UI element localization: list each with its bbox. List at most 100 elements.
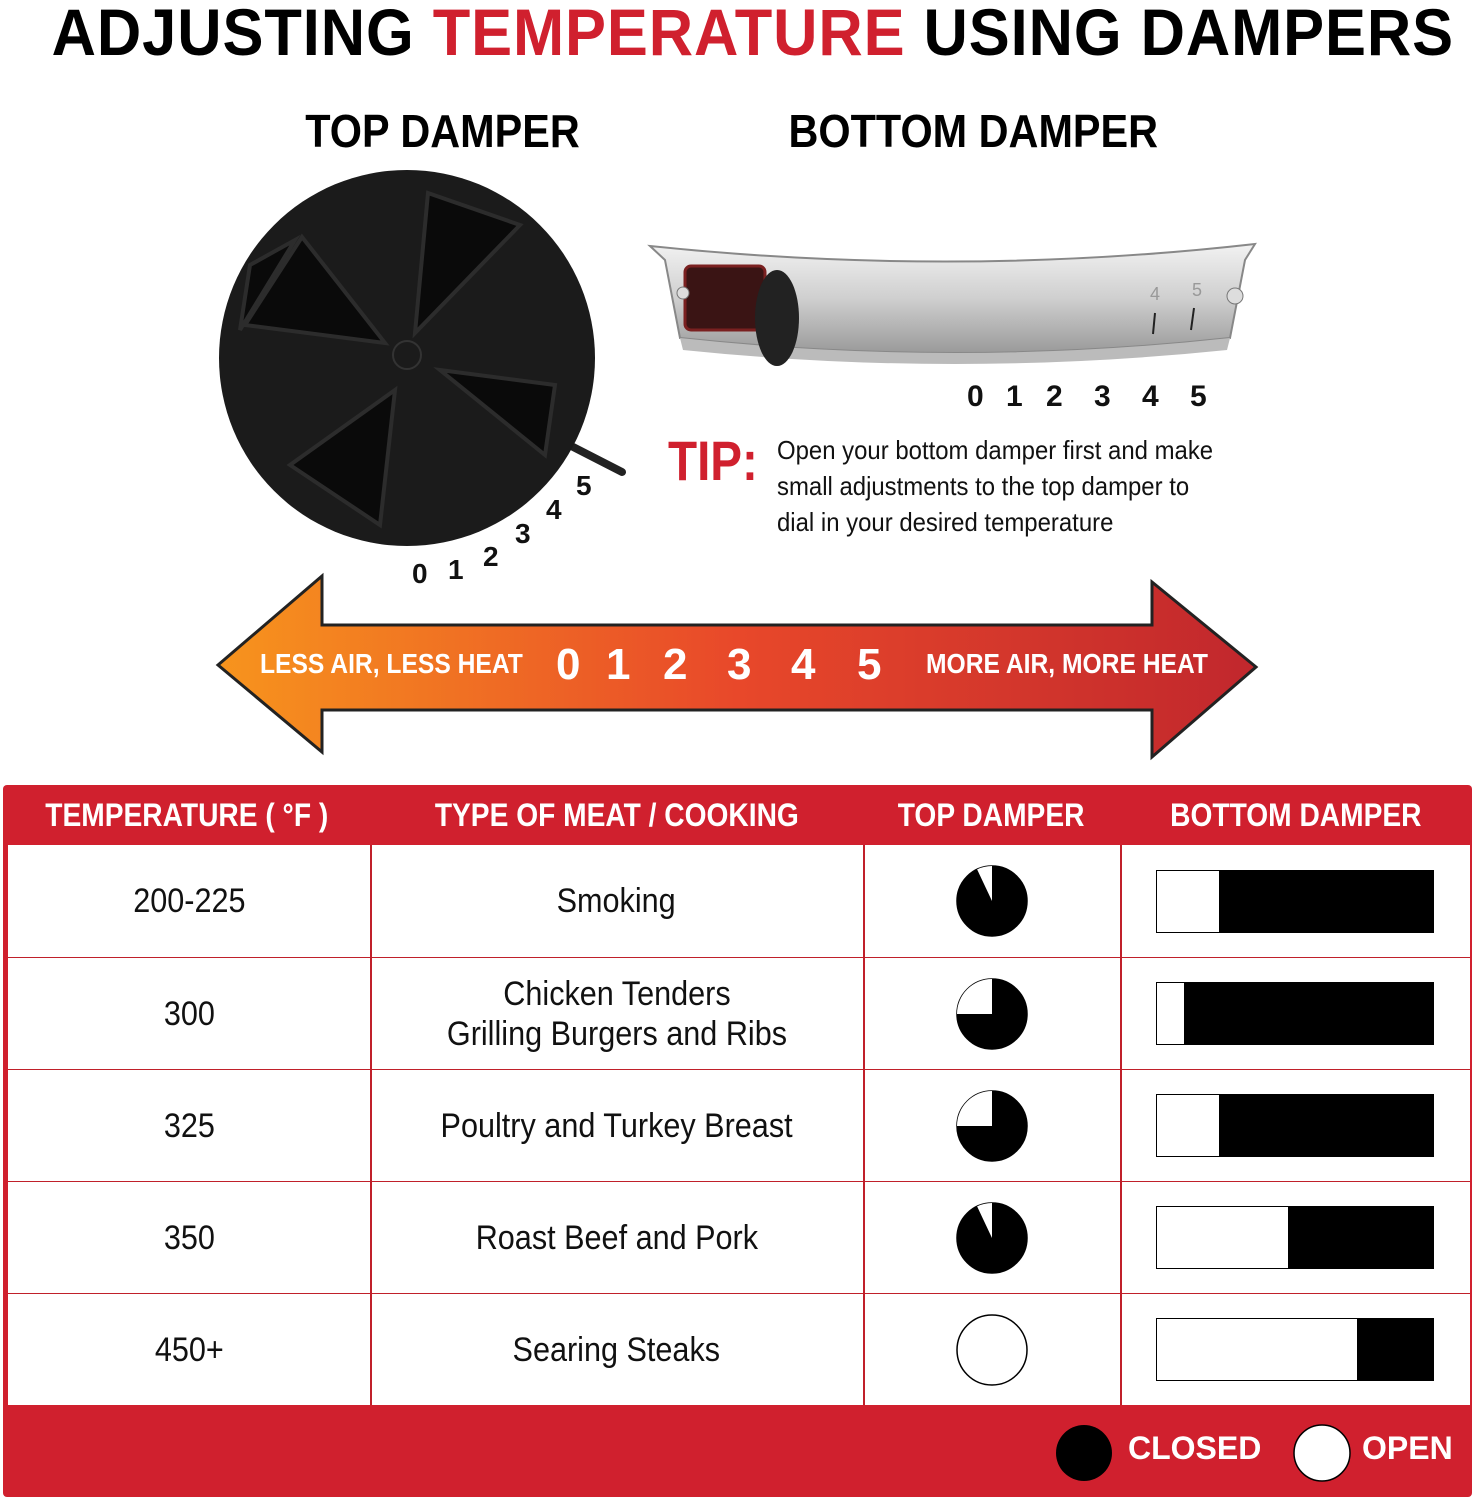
table-row: 300 Chicken Tenders Grilling Burgers and R… (8, 958, 1470, 1070)
cooking-cell: Poultry and Turkey Breast (370, 1070, 863, 1181)
table-row: 325 Poultry and Turkey Breast (8, 1070, 1470, 1182)
dial-number: 4 (546, 494, 562, 525)
top-damper-cell (863, 1182, 1120, 1293)
cooking-type: Grilling Burgers and Ribs (446, 1014, 787, 1053)
dial-number: 0 (412, 558, 428, 589)
temperature-cell: 450+ (8, 1294, 370, 1405)
tip-line: small adjustments to the top damper to (777, 471, 1190, 501)
more-air-label: MORE AIR, MORE HEAT (926, 648, 1208, 679)
bottom-damper-cell (1120, 1294, 1470, 1405)
temperature-value: 300 (163, 994, 215, 1033)
cooking-cell: Smoking (370, 845, 863, 957)
marking-number: 4 (1150, 284, 1160, 304)
open-portion (956, 978, 992, 1014)
open-legend-icon (1293, 1424, 1351, 1482)
legend-open: OPEN (1362, 1430, 1453, 1466)
header-bottom-damper: BOTTOM DAMPER (1170, 797, 1422, 833)
top-damper-cell (863, 845, 1120, 957)
bottom-damper-bar (1156, 982, 1434, 1045)
scale-number: 4 (1142, 380, 1159, 413)
arrow-number: 5 (857, 640, 882, 689)
temperature-value: 325 (163, 1106, 215, 1145)
table-row: 350 Roast Beef and Pork (8, 1182, 1470, 1294)
cooking-type: Chicken Tenders (502, 974, 731, 1013)
dial-number: 5 (576, 470, 592, 501)
air-heat-arrow (215, 572, 1259, 761)
top-damper-cell (863, 958, 1120, 1069)
damper-opening (683, 264, 767, 332)
bottom-damper-illustration: 4 5 (647, 242, 1257, 366)
vent-openings (238, 190, 558, 529)
temperature-cell: 200-225 (8, 845, 370, 957)
tip-line: dial in your desired temperature (777, 507, 1114, 537)
bottom-damper-cell (1120, 1182, 1470, 1293)
bottom-damper-cell (1120, 1070, 1470, 1181)
arrow-number: 1 (606, 640, 631, 689)
top-damper-heading: TOP DAMPER (305, 105, 580, 157)
column-divider (1120, 845, 1122, 1405)
top-damper-pie (955, 1313, 1028, 1386)
temperature-value: 200-225 (132, 882, 246, 920)
scale-number: 1 (1006, 380, 1023, 413)
bottom-damper-open-portion (1157, 983, 1185, 1044)
temperature-value: 350 (163, 1218, 215, 1257)
arrow-number: 4 (791, 640, 816, 689)
damper-slider-knob[interactable] (755, 270, 799, 366)
arrow-number: 0 (556, 640, 581, 689)
scale-number: 5 (1190, 380, 1207, 413)
arrow-number: 3 (727, 640, 752, 689)
page-title: ADJUSTING TEMPERATURE USING DAMPERS (51, 0, 1455, 69)
marking-number: 5 (1192, 280, 1202, 300)
table-row: 200-225 Smoking (8, 845, 1470, 958)
scale-number: 2 (1046, 380, 1063, 413)
center-bolt (392, 340, 422, 370)
top-damper-pie (955, 1201, 1028, 1274)
open-portion (956, 1090, 992, 1126)
top-damper-cell (863, 1294, 1120, 1405)
column-divider (863, 845, 865, 1405)
tip-line: Open your bottom damper first and make (777, 435, 1214, 465)
top-damper-illustration (219, 170, 626, 546)
cooking-type: Smoking (556, 882, 677, 920)
temperature-cell: 325 (8, 1070, 370, 1181)
top-damper-cell (863, 1070, 1120, 1181)
cooking-type: Roast Beef and Pork (475, 1218, 758, 1257)
cooking-cell: Searing Steaks (370, 1294, 863, 1405)
scale-number: 0 (967, 380, 984, 413)
open-portion (976, 866, 992, 901)
bottom-damper-open-portion (1157, 870, 1221, 932)
bottom-damper-open-portion (1157, 1319, 1359, 1380)
temperature-cell: 300 (8, 958, 370, 1069)
bottom-damper-bar (1156, 1206, 1434, 1269)
header-cooking: TYPE OF MEAT / COOKING (434, 797, 799, 833)
damper-settings-table: TEMPERATURE ( °F ) TYPE OF MEAT / COOKIN… (3, 785, 1472, 1497)
top-damper-pie (955, 977, 1028, 1050)
dial-number: 1 (448, 554, 464, 585)
dial-number: 2 (483, 541, 499, 572)
bottom-damper-heading: BOTTOM DAMPER (788, 105, 1159, 157)
bottom-damper-bar (1156, 869, 1434, 933)
bottom-damper-open-portion (1157, 1207, 1290, 1268)
cooking-cell: Chicken Tenders Grilling Burgers and Ribs (370, 958, 863, 1069)
table-row: 450+ Searing Steaks (8, 1294, 1470, 1405)
closed-portion (955, 1313, 1028, 1386)
legend-closed: CLOSED (1128, 1430, 1262, 1466)
column-divider (370, 845, 372, 1405)
temperature-cell: 350 (8, 1182, 370, 1293)
tip-text: Open your bottom damper first and make s… (777, 432, 1219, 540)
open-portion (976, 1202, 992, 1238)
closed-legend-icon (1056, 1425, 1112, 1481)
top-damper-pie (955, 1089, 1028, 1162)
bottom-damper-open-portion (1157, 1095, 1221, 1156)
top-damper-pie (955, 865, 1028, 937)
damper-disc (219, 170, 595, 546)
temperature-value: 450+ (154, 1330, 224, 1369)
tip-label: TIP: (668, 429, 758, 492)
bottom-damper-cell (1120, 958, 1470, 1069)
dial-number: 3 (515, 518, 531, 549)
bottom-damper-cell (1120, 845, 1470, 957)
header-temperature: TEMPERATURE ( °F ) (45, 797, 328, 833)
header-top-damper: TOP DAMPER (898, 797, 1085, 833)
cooking-cell: Roast Beef and Pork (370, 1182, 863, 1293)
arrow-number: 2 (663, 640, 688, 689)
